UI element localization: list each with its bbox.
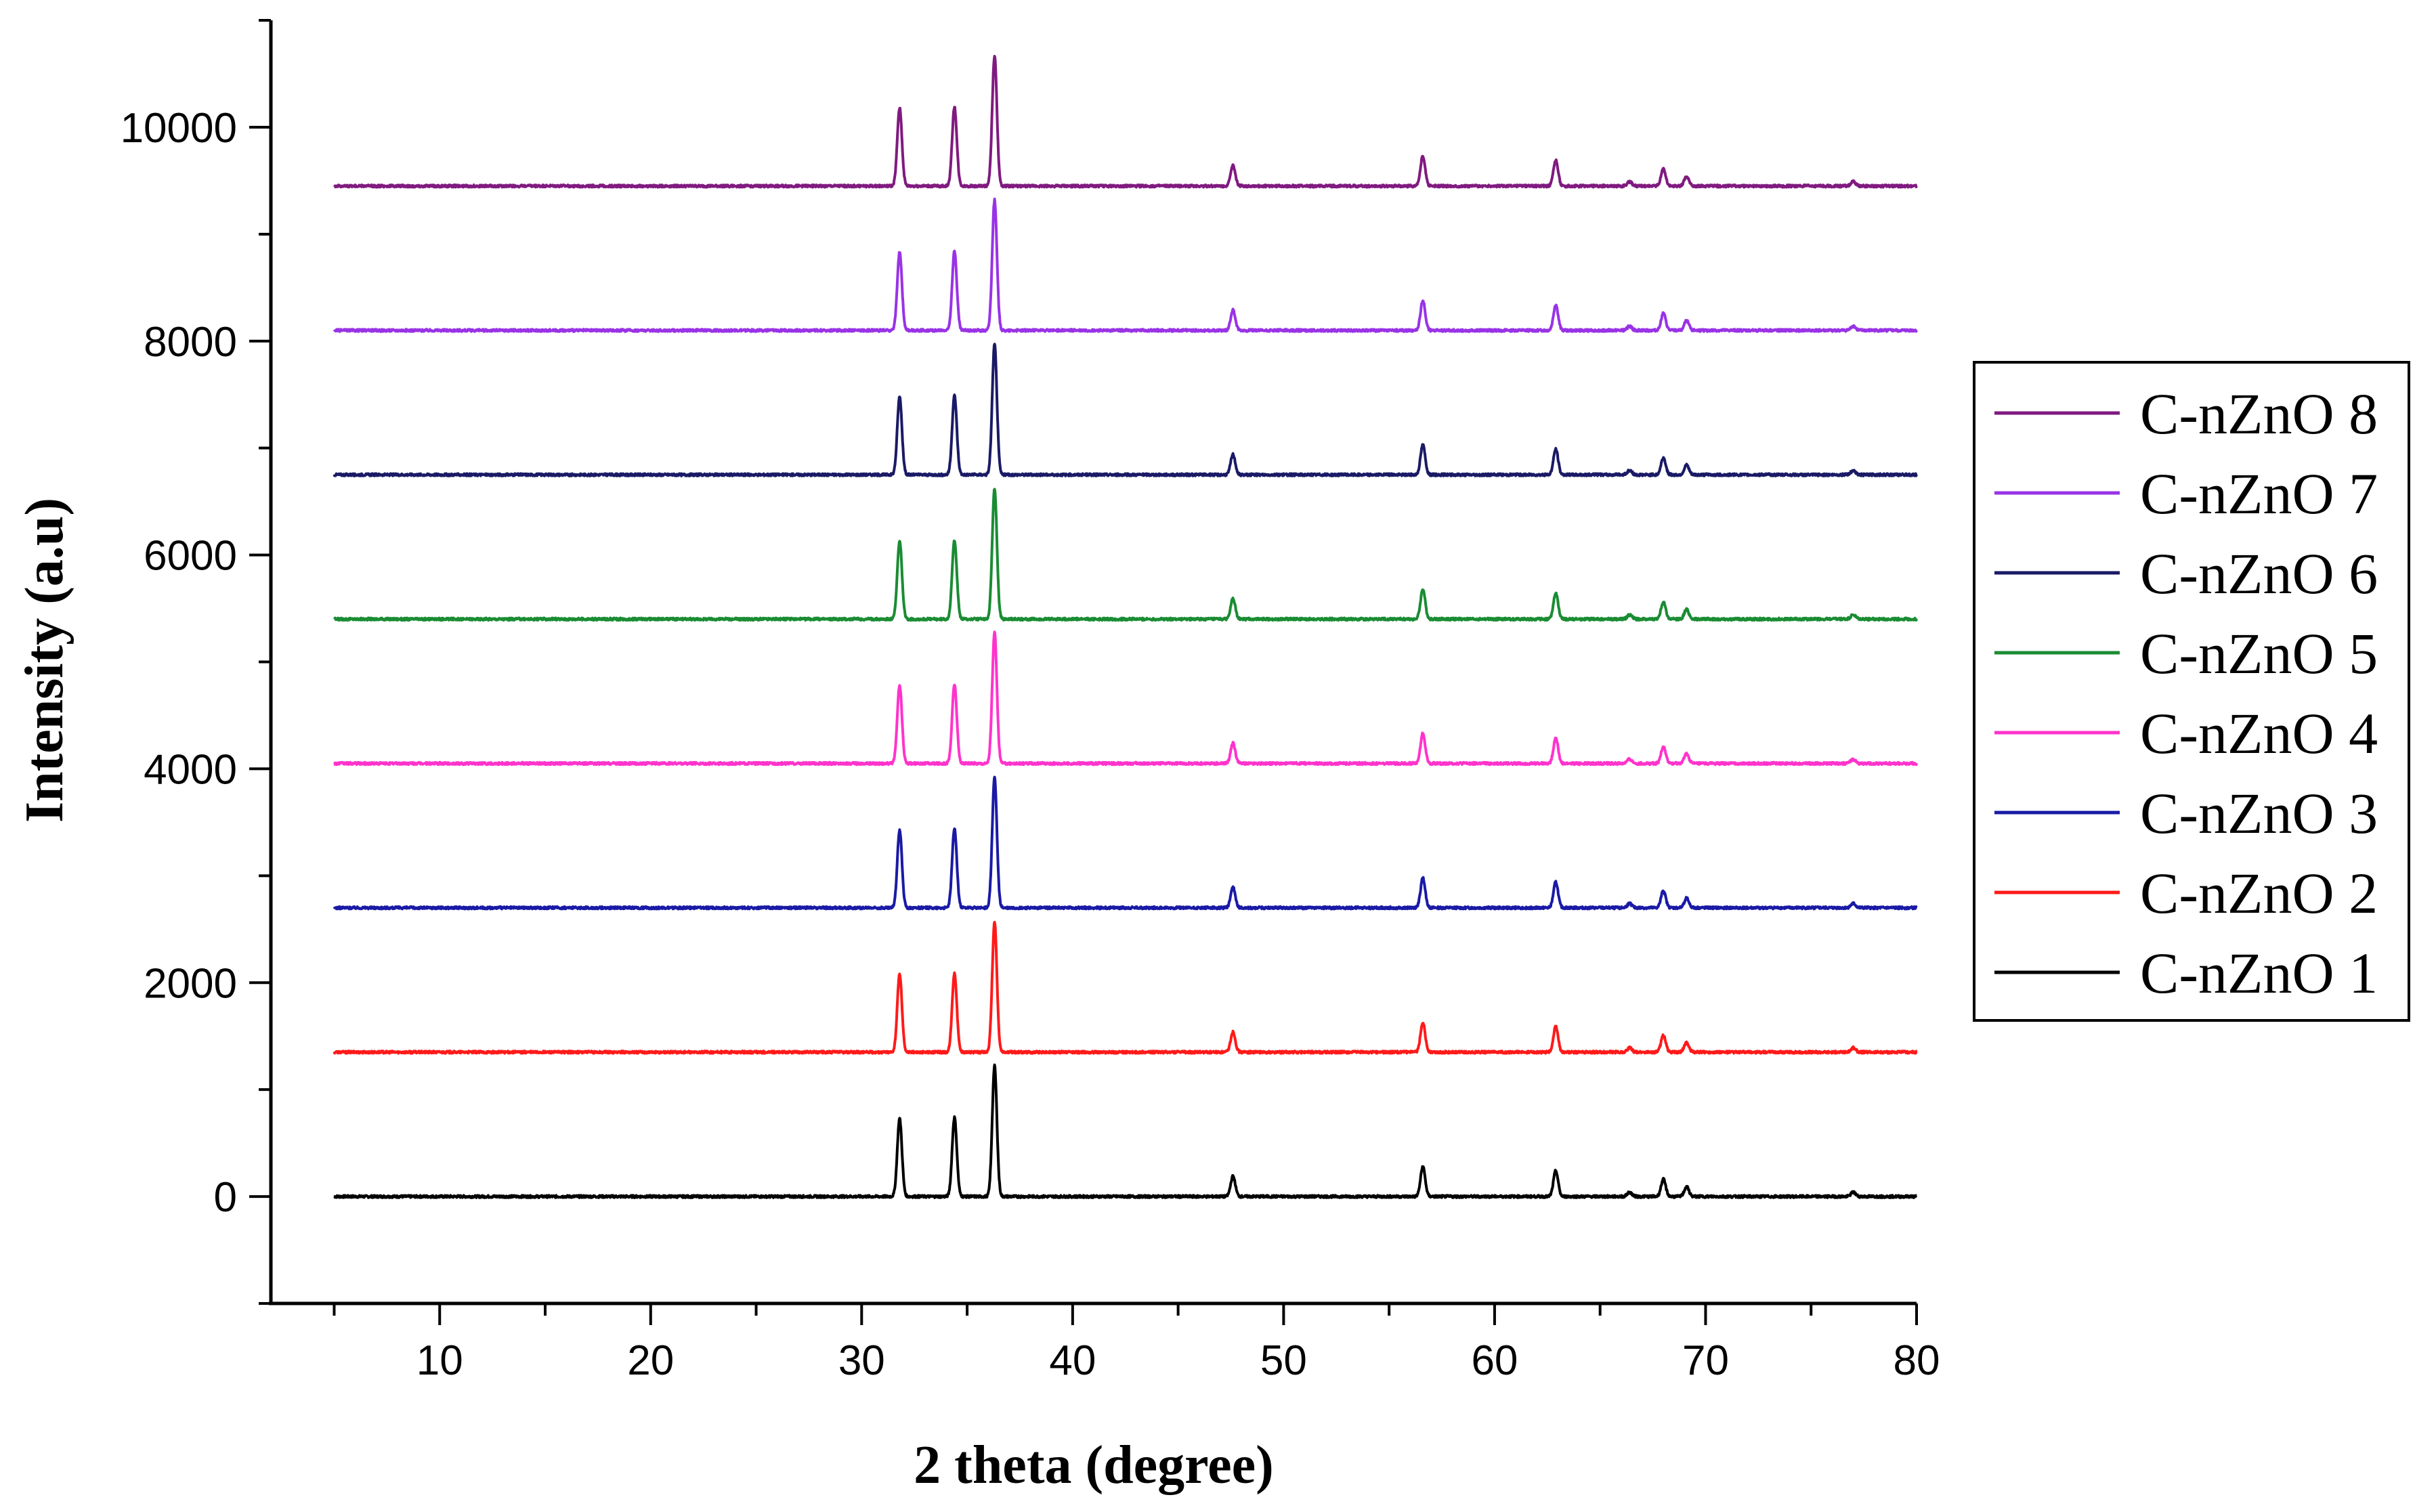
series-line-5 [333,488,1918,622]
legend: C-nZnO 8 C-nZnO 7 C-nZnO 6 C-nZnO 5 C-nZnO 4… [1973,361,2410,1022]
x-tick-label: 20 [627,1337,674,1384]
legend-label: C-nZnO 7 [2140,461,2378,526]
series-line-2 [333,920,1918,1055]
y-tick-label: 2000 [144,960,237,1007]
series-line-7 [333,197,1918,333]
y-tick-label: 4000 [144,746,237,793]
series-line-8 [333,55,1918,189]
y-tick-label: 0 [214,1174,237,1221]
legend-label: C-nZnO 4 [2140,701,2378,766]
legend-label: C-nZnO 8 [2140,381,2378,446]
legend-label: C-nZnO 2 [2140,861,2378,926]
series-line-3 [333,775,1918,911]
series-line-1 [333,1063,1918,1199]
series-line-4 [333,630,1918,766]
legend-label: C-nZnO 5 [2140,621,2378,686]
series-line-6 [333,343,1918,477]
y-tick-label: 6000 [144,533,237,580]
x-axis-title: 2 theta (degree) [914,1435,1274,1495]
legend-label: C-nZnO 6 [2140,541,2378,606]
y-axis-title: Intensity (a.u) [15,498,74,823]
x-tick-label: 70 [1682,1337,1729,1384]
x-tick-label: 30 [838,1337,885,1384]
x-tick-label: 50 [1260,1337,1307,1384]
legend-label: C-nZnO 3 [2140,781,2378,846]
x-tick-label: 40 [1049,1337,1096,1384]
x-tick-label: 10 [416,1337,463,1384]
x-tick-label: 80 [1894,1337,1940,1384]
legend-label: C-nZnO 1 [2140,941,2378,1006]
x-ticks: 10 20 30 40 50 60 70 80 [333,1303,1940,1384]
y-ticks: 0 2000 4000 6000 8000 10000 [121,19,271,1305]
y-tick-label: 8000 [144,319,237,366]
legend-items: C-nZnO 8 C-nZnO 7 C-nZnO 6 C-nZnO 5 C-nZnO 4… [1994,381,2378,1006]
y-tick-label: 10000 [121,105,237,152]
x-tick-label: 60 [1471,1337,1518,1384]
legend-box [1973,361,2410,1022]
plot-series [333,55,1918,1199]
